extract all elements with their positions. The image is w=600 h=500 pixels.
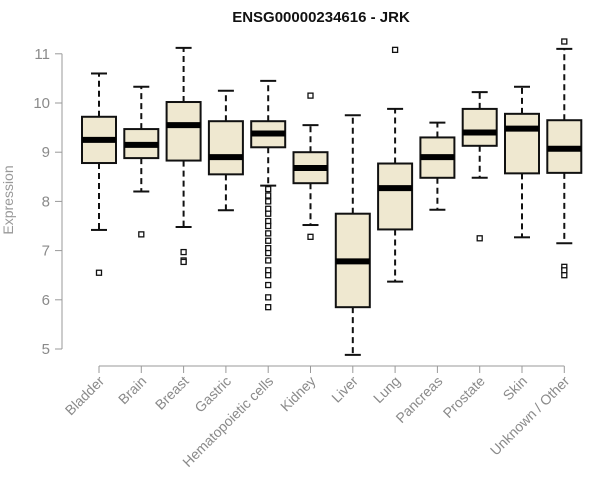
box-kidney (292, 92, 329, 240)
outlier-point (307, 233, 314, 240)
outlier-point (265, 281, 272, 289)
outlier-point (265, 217, 272, 225)
outlier-point (265, 304, 272, 311)
box-breast (165, 46, 202, 266)
outlier-point (265, 230, 272, 237)
y-tick-label: 7 (42, 243, 50, 260)
iqr-box (504, 112, 540, 175)
y-tick-label: 10 (33, 95, 50, 112)
outlier-point (561, 272, 568, 279)
box-bladder (81, 72, 117, 276)
outlier-point (265, 192, 272, 199)
x-tick-label: Bladder (62, 373, 108, 419)
x-tick-label: Prostate (440, 373, 488, 421)
x-tick-label: Kidney (277, 373, 319, 415)
box-liver (334, 114, 371, 356)
outlier-point (265, 257, 272, 264)
x-tick-label: Skin (500, 373, 531, 404)
outlier-point (265, 237, 272, 244)
outlier-point (265, 205, 272, 212)
box-lung (377, 46, 414, 283)
x-tick-label: Lung (370, 373, 403, 406)
outlier-point (265, 244, 272, 252)
outlier-point (265, 294, 272, 301)
outlier-point (138, 231, 145, 238)
y-tick-label: 5 (42, 341, 50, 358)
box-gastric (207, 89, 244, 212)
outlier-point (265, 198, 272, 205)
box-hematopoietic-cells (250, 79, 287, 311)
outlier-point (265, 210, 272, 217)
box-unknown-other (546, 38, 583, 279)
outlier-point (265, 272, 272, 279)
outlier-point (561, 38, 568, 45)
outlier-point (561, 267, 568, 274)
iqr-box (165, 101, 202, 162)
outlier-point (265, 249, 272, 257)
outlier-point (307, 92, 314, 99)
box-skin (504, 85, 540, 239)
y-axis-label: Expression (0, 165, 16, 234)
outlier-point (265, 222, 272, 230)
box-brain (123, 85, 160, 238)
outlier-point (95, 269, 103, 276)
y-tick-label: 6 (42, 292, 50, 309)
chart-title: ENSG00000234616 - JRK (232, 9, 410, 26)
y-tick-label: 11 (34, 46, 50, 63)
x-tick-label: Liver (328, 373, 361, 406)
y-tick-label: 9 (42, 144, 50, 161)
y-tick-label: 8 (42, 193, 50, 210)
iqr-box (207, 120, 244, 176)
x-tick-label: Pancreas (392, 373, 445, 426)
box-pancreas (419, 121, 456, 211)
iqr-box (377, 162, 414, 231)
iqr-box (461, 107, 498, 147)
outlier-point (180, 248, 187, 256)
box-prostate (461, 91, 498, 242)
outlier-point (265, 267, 272, 274)
x-tick-label: Breast (152, 373, 192, 413)
outlier-point (476, 235, 483, 242)
box-series (81, 38, 583, 356)
outlier-point (180, 258, 187, 266)
outlier-point (391, 46, 399, 54)
y-axis: 5 6 7 8 9 10 11 (33, 46, 63, 358)
outlier-point (265, 185, 272, 193)
x-tick-label: Unknown / Other (487, 373, 573, 459)
x-tick-label: Brain (115, 373, 149, 407)
